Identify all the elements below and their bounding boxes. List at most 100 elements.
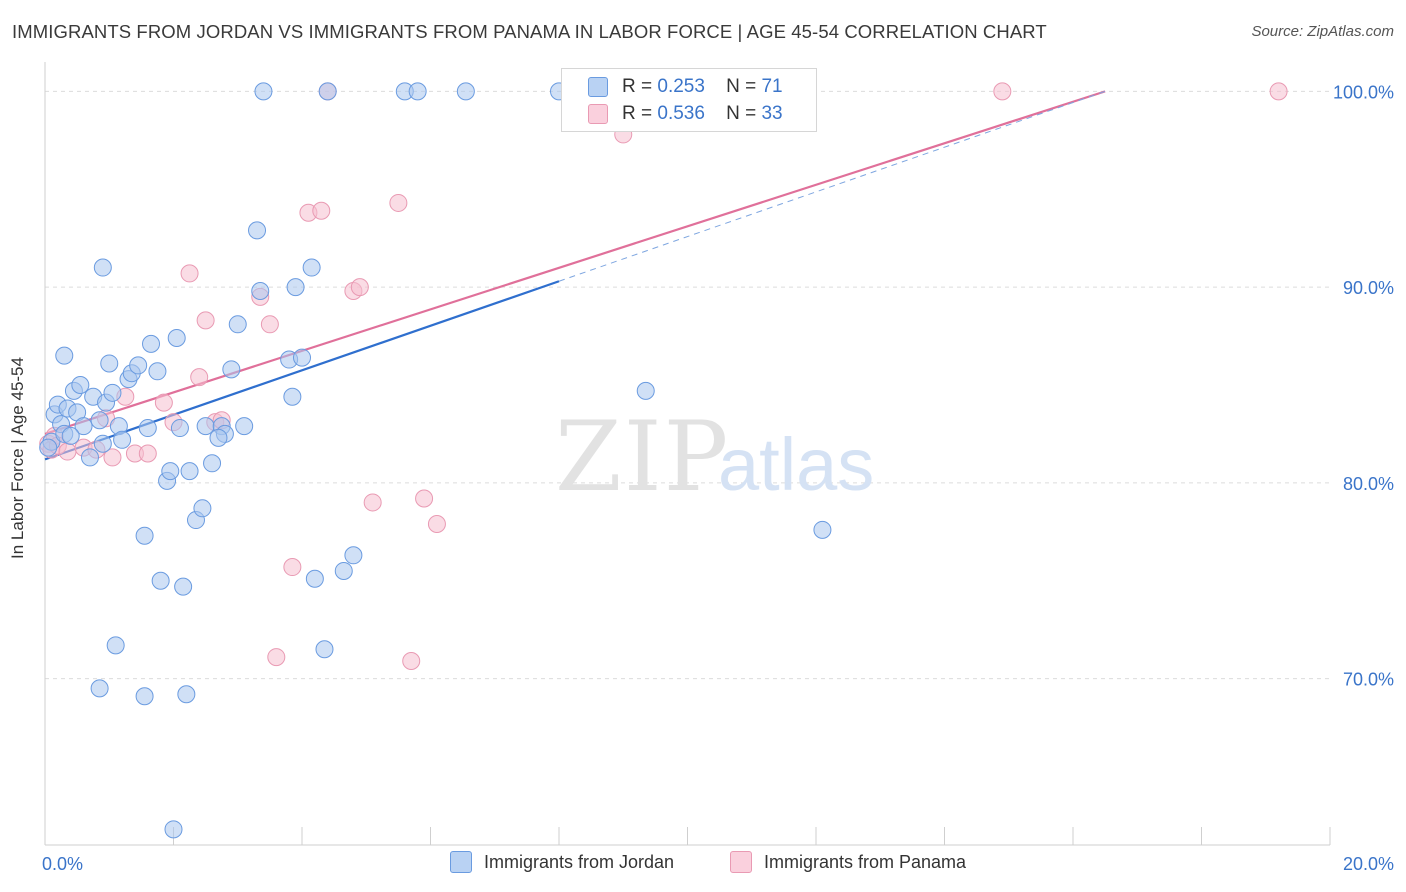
data-point-panama xyxy=(190,368,209,387)
data-point-jordan xyxy=(61,426,80,445)
y-tick-label: 100.0% xyxy=(1333,82,1394,102)
series-swatch-jordan xyxy=(450,851,472,873)
data-point-jordan xyxy=(55,346,74,365)
data-point-jordan xyxy=(113,430,132,449)
x-tick-label: 0.0% xyxy=(42,854,83,874)
data-point-jordan xyxy=(209,428,228,447)
y-tick-label: 80.0% xyxy=(1343,474,1394,494)
data-point-panama xyxy=(312,201,331,220)
data-point-jordan xyxy=(293,348,311,367)
data-point-jordan xyxy=(164,820,183,839)
data-point-jordan xyxy=(80,448,99,467)
data-point-panama xyxy=(138,444,157,463)
data-point-jordan xyxy=(456,82,475,101)
data-point-jordan xyxy=(135,526,154,545)
data-point-jordan xyxy=(315,640,334,659)
series-label-jordan: Immigrants from Jordan xyxy=(484,851,675,872)
data-point-panama xyxy=(180,264,199,283)
data-point-jordan xyxy=(93,434,112,453)
series-swatch-panama xyxy=(730,851,752,873)
data-point-panama xyxy=(196,311,215,330)
grid-lines xyxy=(45,90,1330,680)
data-point-jordan xyxy=(251,282,270,301)
data-point-jordan xyxy=(177,685,196,704)
data-point-jordan xyxy=(636,381,655,400)
data-point-jordan xyxy=(135,687,154,706)
data-point-panama xyxy=(402,651,421,670)
data-point-jordan xyxy=(103,383,122,402)
data-point-jordan xyxy=(302,258,321,277)
data-point-jordan xyxy=(148,362,167,381)
trend-lines xyxy=(44,90,1106,461)
data-point-jordan xyxy=(174,577,193,596)
data-point-jordan xyxy=(305,569,324,588)
data-point-panama xyxy=(267,648,286,667)
data-point-panama xyxy=(1269,82,1288,101)
series-legend: Immigrants from Jordan Immigrants from P… xyxy=(0,851,1406,877)
data-point-panama xyxy=(260,315,279,334)
data-point-panama xyxy=(283,558,302,577)
data-point-jordan xyxy=(248,221,267,240)
data-point-jordan xyxy=(138,419,157,438)
data-point-jordan xyxy=(318,82,337,101)
legend-n-label: N = xyxy=(726,76,757,97)
y-tick-label: 90.0% xyxy=(1343,278,1394,298)
data-point-jordan xyxy=(170,419,189,438)
data-point-jordan xyxy=(167,329,186,348)
data-point-panama xyxy=(58,442,77,461)
data-point-panama xyxy=(103,448,122,467)
data-point-jordan xyxy=(151,571,170,590)
y-tick-label: 70.0% xyxy=(1343,670,1394,690)
trend-line-jordan xyxy=(44,280,560,461)
data-point-jordan xyxy=(90,411,109,430)
source-credit: Source: ZipAtlas.com xyxy=(1251,23,1394,40)
series-legend-panama: Immigrants from Panama xyxy=(730,851,966,873)
data-point-jordan xyxy=(222,360,241,379)
data-point-jordan xyxy=(39,438,58,457)
data-point-panama xyxy=(389,193,408,212)
data-point-jordan xyxy=(344,546,363,565)
data-point-jordan xyxy=(100,354,119,373)
legend-r-value-jordan: 0.253 xyxy=(657,76,705,97)
data-point-jordan xyxy=(161,462,180,481)
data-point-jordan xyxy=(142,334,161,353)
trend-extension-jordan xyxy=(558,90,1106,282)
data-point-jordan xyxy=(235,417,254,436)
data-point-panama xyxy=(154,393,173,412)
series-legend-jordan: Immigrants from Jordan xyxy=(450,851,674,873)
data-point-jordan xyxy=(74,417,93,436)
data-point-jordan xyxy=(408,82,427,101)
legend-swatch-panama xyxy=(588,104,608,124)
data-point-jordan xyxy=(71,375,90,394)
tick-labels: 70.0% 80.0% 90.0% 100.0% 0.0% 20.0% xyxy=(42,82,1394,874)
data-point-jordan xyxy=(283,387,302,406)
trend-line-panama xyxy=(44,90,1106,435)
data-point-jordan xyxy=(228,315,247,334)
correlation-legend: R = 0.253 N = 71 R = 0.536 N = 33 xyxy=(561,68,817,132)
legend-n-value-jordan: 71 xyxy=(761,76,783,97)
data-point-jordan xyxy=(106,636,125,655)
data-point-jordan xyxy=(90,679,109,698)
watermark: ZIP atlas xyxy=(555,401,874,513)
legend-n-label: N = xyxy=(726,103,757,124)
data-point-jordan xyxy=(286,278,305,297)
data-point-jordan xyxy=(813,520,832,539)
legend-row-jordan: R = 0.253 N = 71 xyxy=(588,74,783,100)
legend-n-value-panama: 33 xyxy=(761,103,783,124)
data-point-jordan xyxy=(193,499,212,518)
chart-title: IMMIGRANTS FROM JORDAN VS IMMIGRANTS FRO… xyxy=(12,21,1047,42)
data-point-panama xyxy=(350,278,369,297)
x-tick-label: 20.0% xyxy=(1343,854,1394,874)
data-point-panama xyxy=(993,82,1012,101)
data-point-jordan xyxy=(129,356,148,375)
watermark-zip: ZIP xyxy=(555,401,730,513)
data-point-jordan xyxy=(334,561,353,580)
data-point-jordan xyxy=(180,462,199,481)
data-point-panama xyxy=(415,489,434,508)
legend-row-panama: R = 0.536 N = 33 xyxy=(588,101,783,127)
legend-swatch-jordan xyxy=(588,77,608,97)
data-point-jordan xyxy=(254,82,273,101)
data-point-panama xyxy=(427,514,446,533)
data-point-jordan xyxy=(93,258,112,277)
